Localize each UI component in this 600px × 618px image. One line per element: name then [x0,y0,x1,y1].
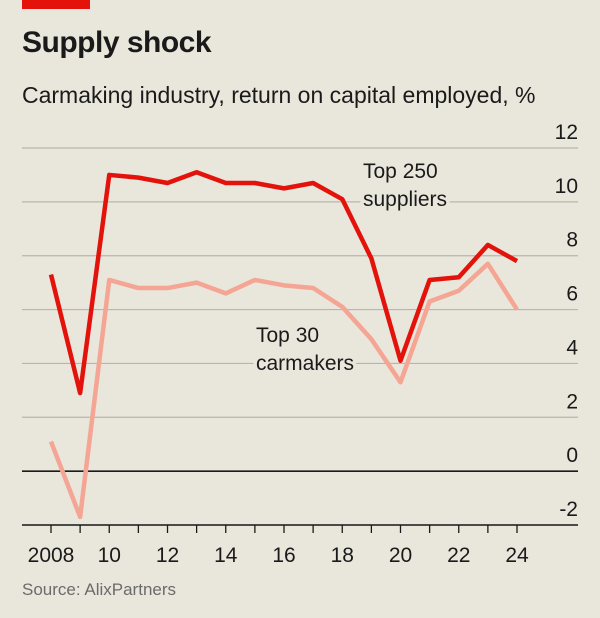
y-tick-label: 2 [566,390,578,413]
x-tick-label: 24 [505,544,529,567]
x-tick-label: 20 [389,544,412,567]
y-tick-label: 8 [566,229,578,252]
x-tick-label: 10 [98,544,121,567]
y-tick-label: 10 [555,175,578,198]
x-tick-label: 12 [156,544,179,567]
y-tick-label: 6 [566,283,578,306]
series-label-suppliers: Top 250 [363,160,438,183]
brand-red-tag [22,0,90,9]
series-label-carmakers: Top 30 [256,324,319,347]
y-tick-labels: -2 0 2 4 6 8 10 12 [555,121,579,521]
y-tick-label: 12 [555,121,578,144]
series-labels: Top 250 suppliers Top 30 carmakers [253,157,451,379]
x-tick-label: 22 [447,544,470,567]
x-tick-label: 14 [214,544,238,567]
source-note: Source: AlixPartners [22,580,177,599]
series-line-carmakers [48,261,519,520]
chart-subtitle: Carmaking industry, return on capital em… [22,82,536,108]
series-label-carmakers: carmakers [256,352,354,375]
x-tick-label: 18 [331,544,354,567]
x-axis: 2008 10 12 14 16 18 20 22 24 [22,524,578,567]
chart-title: Supply shock [22,26,212,59]
y-tick-label: 4 [566,336,578,359]
series-label-suppliers: suppliers [363,188,447,211]
y-tick-label: 0 [566,444,578,467]
x-tick-label: 16 [272,544,295,567]
x-tick-label: 2008 [28,544,75,567]
y-tick-label: -2 [559,498,578,521]
grid-lines [22,147,578,526]
series-line-suppliers [48,169,519,396]
series-lines [48,169,519,520]
